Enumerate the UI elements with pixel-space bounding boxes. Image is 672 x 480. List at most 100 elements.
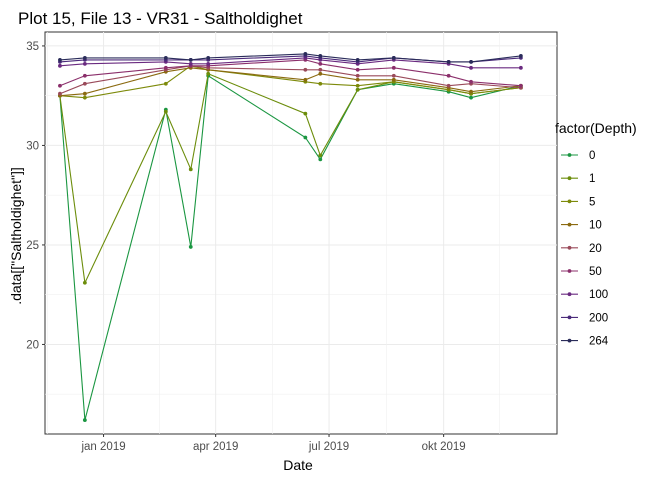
gridlines bbox=[45, 32, 557, 434]
series-line-100 bbox=[59, 57, 521, 69]
data-point bbox=[355, 57, 360, 62]
series-line-0 bbox=[59, 74, 522, 421]
series-line-5 bbox=[59, 65, 521, 99]
data-point bbox=[469, 65, 473, 70]
legend: factor(Depth) 0 1 5 10 20 50 100 200 264 bbox=[555, 120, 637, 348]
data-point bbox=[163, 81, 168, 86]
legend-key-point bbox=[567, 315, 572, 320]
x-tick-label: jul 2019 bbox=[308, 441, 349, 453]
data-point bbox=[355, 87, 360, 92]
chart-title: Plot 15, File 13 - VR31 - Saltholdighet bbox=[18, 9, 303, 28]
data-point bbox=[303, 51, 308, 56]
series-line-264 bbox=[59, 53, 521, 63]
data-point bbox=[82, 73, 87, 78]
data-point bbox=[446, 59, 451, 64]
legend-label: 50 bbox=[589, 266, 602, 278]
series-layer bbox=[58, 51, 523, 422]
data-point bbox=[391, 73, 396, 78]
data-point bbox=[163, 55, 168, 60]
x-axis-title: Date bbox=[283, 457, 313, 473]
data-point bbox=[188, 245, 193, 249]
y-tick-label: 30 bbox=[26, 140, 39, 152]
legend-item-50: 50 bbox=[561, 266, 602, 278]
data-point bbox=[469, 95, 473, 100]
data-point bbox=[82, 280, 87, 285]
x-axis: jan 2019 apr 2019 jul 2019 okt 2019 bbox=[80, 434, 466, 453]
legend-item-20: 20 bbox=[561, 243, 602, 255]
data-point bbox=[58, 63, 62, 68]
legend-label: 10 bbox=[589, 220, 602, 232]
x-tick-label: apr 2019 bbox=[193, 441, 238, 453]
x-tick-label: jan 2019 bbox=[80, 441, 125, 453]
data-point bbox=[318, 61, 323, 66]
data-point bbox=[188, 57, 193, 62]
legend-key-point bbox=[567, 338, 572, 343]
data-point bbox=[303, 111, 308, 116]
data-point bbox=[82, 81, 87, 86]
y-tick-label: 20 bbox=[26, 339, 39, 351]
data-point bbox=[303, 77, 308, 82]
legend-label: 20 bbox=[589, 243, 602, 255]
series-depth-50 bbox=[58, 57, 523, 88]
legend-key-point bbox=[567, 199, 572, 204]
data-point bbox=[518, 65, 523, 70]
legend-item-10: 10 bbox=[561, 220, 602, 232]
data-point bbox=[318, 153, 323, 158]
data-point bbox=[58, 57, 62, 62]
legend-item-1: 1 bbox=[561, 173, 595, 185]
y-tick-label: 35 bbox=[26, 41, 39, 53]
data-point bbox=[318, 81, 323, 86]
series-depth-0 bbox=[58, 73, 523, 422]
legend-item-0: 0 bbox=[561, 150, 595, 162]
legend-key-point bbox=[567, 269, 572, 273]
data-point bbox=[82, 61, 87, 66]
data-point bbox=[355, 73, 360, 78]
panel-border bbox=[44, 31, 558, 435]
series-line-50 bbox=[59, 59, 521, 87]
data-point bbox=[318, 157, 323, 162]
y-tick-label: 25 bbox=[26, 240, 39, 252]
y-axis: 20 25 30 35 bbox=[26, 41, 45, 351]
data-point bbox=[391, 55, 396, 60]
data-point bbox=[446, 83, 451, 88]
legend-key-point bbox=[567, 245, 572, 250]
data-point bbox=[518, 83, 523, 88]
x-tick-label: okt 2019 bbox=[422, 441, 466, 453]
legend-item-100: 100 bbox=[561, 289, 608, 301]
plot-panel bbox=[44, 31, 558, 435]
data-point bbox=[163, 109, 168, 114]
data-point bbox=[355, 83, 360, 88]
y-axis-title: .data[["Saltholdighet"]] bbox=[8, 167, 24, 305]
data-point bbox=[518, 53, 523, 58]
legend-item-264: 264 bbox=[561, 336, 609, 348]
data-point bbox=[188, 167, 193, 172]
legend-items: 0 1 5 10 20 50 100 200 264 bbox=[561, 150, 609, 348]
data-point bbox=[58, 83, 62, 88]
data-point bbox=[391, 77, 396, 82]
data-point bbox=[469, 89, 473, 94]
data-point bbox=[163, 65, 168, 70]
data-point bbox=[355, 77, 360, 82]
data-point bbox=[82, 95, 87, 100]
legend-key-point bbox=[567, 153, 572, 157]
data-point bbox=[206, 61, 211, 66]
legend-label: 200 bbox=[589, 312, 608, 324]
data-point bbox=[355, 67, 360, 72]
data-point bbox=[58, 91, 62, 96]
legend-title: factor(Depth) bbox=[555, 120, 637, 136]
series-depth-1 bbox=[58, 71, 523, 285]
data-point bbox=[318, 67, 323, 72]
legend-key-point bbox=[567, 292, 572, 297]
legend-label: 100 bbox=[589, 289, 608, 301]
data-point bbox=[206, 71, 211, 76]
legend-label: 264 bbox=[589, 336, 609, 348]
data-point bbox=[303, 67, 308, 72]
series-line-20 bbox=[59, 65, 521, 95]
data-point bbox=[469, 59, 473, 64]
data-point bbox=[303, 135, 308, 140]
series-depth-264 bbox=[58, 51, 523, 64]
data-point bbox=[446, 73, 451, 78]
data-point bbox=[82, 418, 87, 422]
data-point bbox=[318, 53, 323, 58]
